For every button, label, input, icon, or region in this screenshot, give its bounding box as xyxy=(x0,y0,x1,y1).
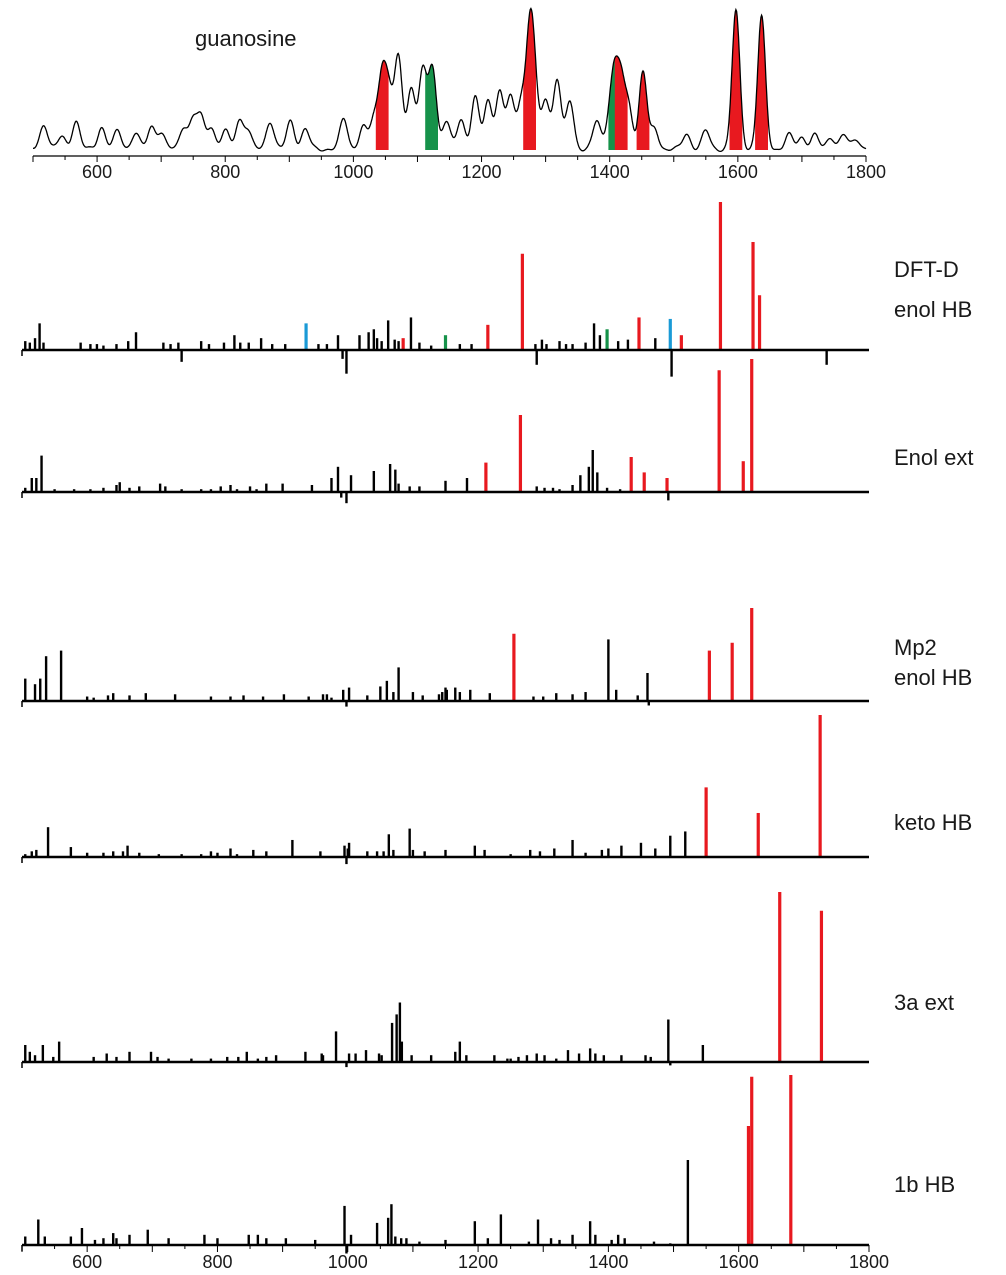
experimental-x-tick-label: 1400 xyxy=(590,162,630,182)
experimental-x-tick-label: 800 xyxy=(210,162,240,182)
computed-spectra-panels: DFT-D enol HB Enol ext Mp2 enol HB keto HB 3a… xyxy=(21,202,974,1254)
highlighted-peak-5 xyxy=(636,70,650,150)
panel-2-label-line-0: Mp2 xyxy=(894,635,937,660)
experimental-x-tick-label: 1000 xyxy=(333,162,373,182)
bottom-x-tick-label: 800 xyxy=(202,1252,232,1272)
bottom-x-tick-label: 1800 xyxy=(849,1252,889,1272)
highlighted-peak-6 xyxy=(729,9,743,151)
panel-1: Enol ext xyxy=(21,359,974,504)
experimental-spectrum-line xyxy=(33,7,867,153)
experimental-x-tick-label: 1800 xyxy=(846,162,886,182)
panel-0-label-line-1: enol HB xyxy=(894,297,972,322)
panel-1-label-line-0: Enol ext xyxy=(894,445,974,470)
bottom-x-tick-label: 1400 xyxy=(588,1252,628,1272)
bottom-x-tick-label: 1200 xyxy=(458,1252,498,1272)
panel-0: DFT-D enol HB xyxy=(21,202,972,377)
panel-0-label-line-0: DFT-D xyxy=(894,257,959,282)
panel-2-label-line-1: enol HB xyxy=(894,665,972,690)
experimental-x-tick-label: 600 xyxy=(82,162,112,182)
bottom-x-tick-label: 1000 xyxy=(328,1252,368,1272)
bottom-x-tick-label: 600 xyxy=(72,1252,102,1272)
panel-5-label-line-0: 1b HB xyxy=(894,1172,955,1197)
panel-2: Mp2 enol HB xyxy=(21,608,972,707)
highlighted-peak-2 xyxy=(523,8,536,150)
panel-4: 3a ext xyxy=(21,892,954,1068)
experimental-x-tick-label: 1600 xyxy=(718,162,758,182)
highlighted-peak-0 xyxy=(375,60,389,150)
panel-3: keto HB xyxy=(21,715,972,865)
panel-3-label-line-0: keto HB xyxy=(894,810,972,835)
highlighted-peak-1 xyxy=(425,64,438,150)
experimental-x-tick-label: 1200 xyxy=(462,162,502,182)
panel-4-label-line-0: 3a ext xyxy=(894,990,954,1015)
panel-5: 1b HB xyxy=(21,1075,955,1254)
bottom-x-axis: 600 800 1000 1200 1400 1600 1800 xyxy=(21,1245,889,1272)
experimental-spectrum-label: guanosine xyxy=(195,26,297,51)
highlighted-peak-4 xyxy=(614,55,628,150)
experimental-spectrum: 600 800 1000 1200 1400 1600 1800 guanosine xyxy=(32,7,886,182)
bottom-x-tick-label: 1600 xyxy=(719,1252,759,1272)
highlighted-peak-7 xyxy=(755,15,768,150)
